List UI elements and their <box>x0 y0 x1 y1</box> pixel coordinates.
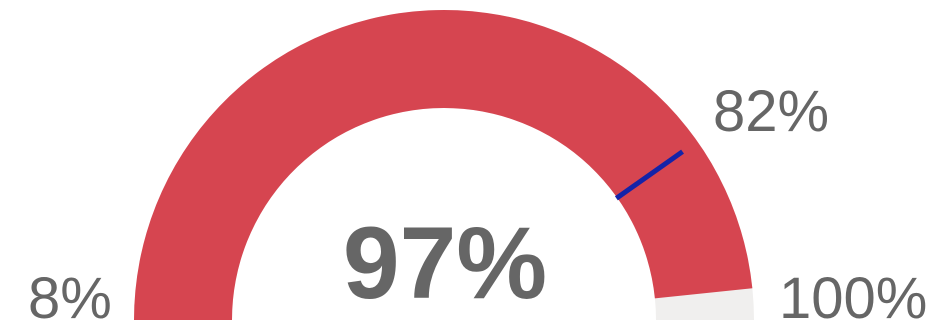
gauge-max-label: 100% <box>779 266 927 331</box>
gauge-min-label: 8% <box>28 266 112 331</box>
gauge-target-label: 82% <box>713 79 829 144</box>
gauge-value-arc <box>134 10 753 320</box>
gauge-target-marker <box>614 149 684 201</box>
gauge-value-label: 97% <box>343 206 547 320</box>
